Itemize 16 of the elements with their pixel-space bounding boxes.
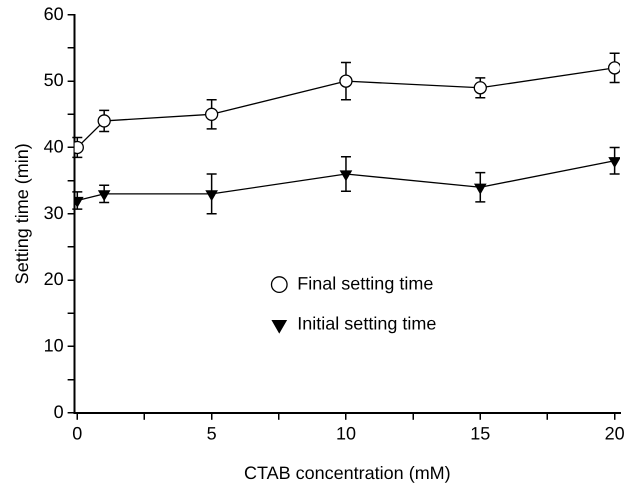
y-tick-label: 50 xyxy=(44,70,64,90)
legend-label: Final setting time xyxy=(297,274,434,294)
legend-label: Initial setting time xyxy=(297,314,436,334)
y-tick-label: 30 xyxy=(44,202,64,223)
y-tick-label: 20 xyxy=(44,269,64,290)
x-tick-label: 5 xyxy=(206,424,217,444)
x-tick-label: 15 xyxy=(470,424,490,444)
y-axis-title: Setting time (min) xyxy=(12,143,32,284)
y-tick-label: 10 xyxy=(44,335,64,356)
y-tick-label: 0 xyxy=(54,402,64,422)
x-axis-title: CTAB concentration (mM) xyxy=(244,463,451,484)
x-tick-label: 10 xyxy=(336,424,356,444)
x-tick-label: 0 xyxy=(72,424,82,444)
y-tick-label: 40 xyxy=(44,136,64,156)
x-tick-label: 20 xyxy=(604,424,625,444)
y-tick-label: 60 xyxy=(44,4,64,24)
